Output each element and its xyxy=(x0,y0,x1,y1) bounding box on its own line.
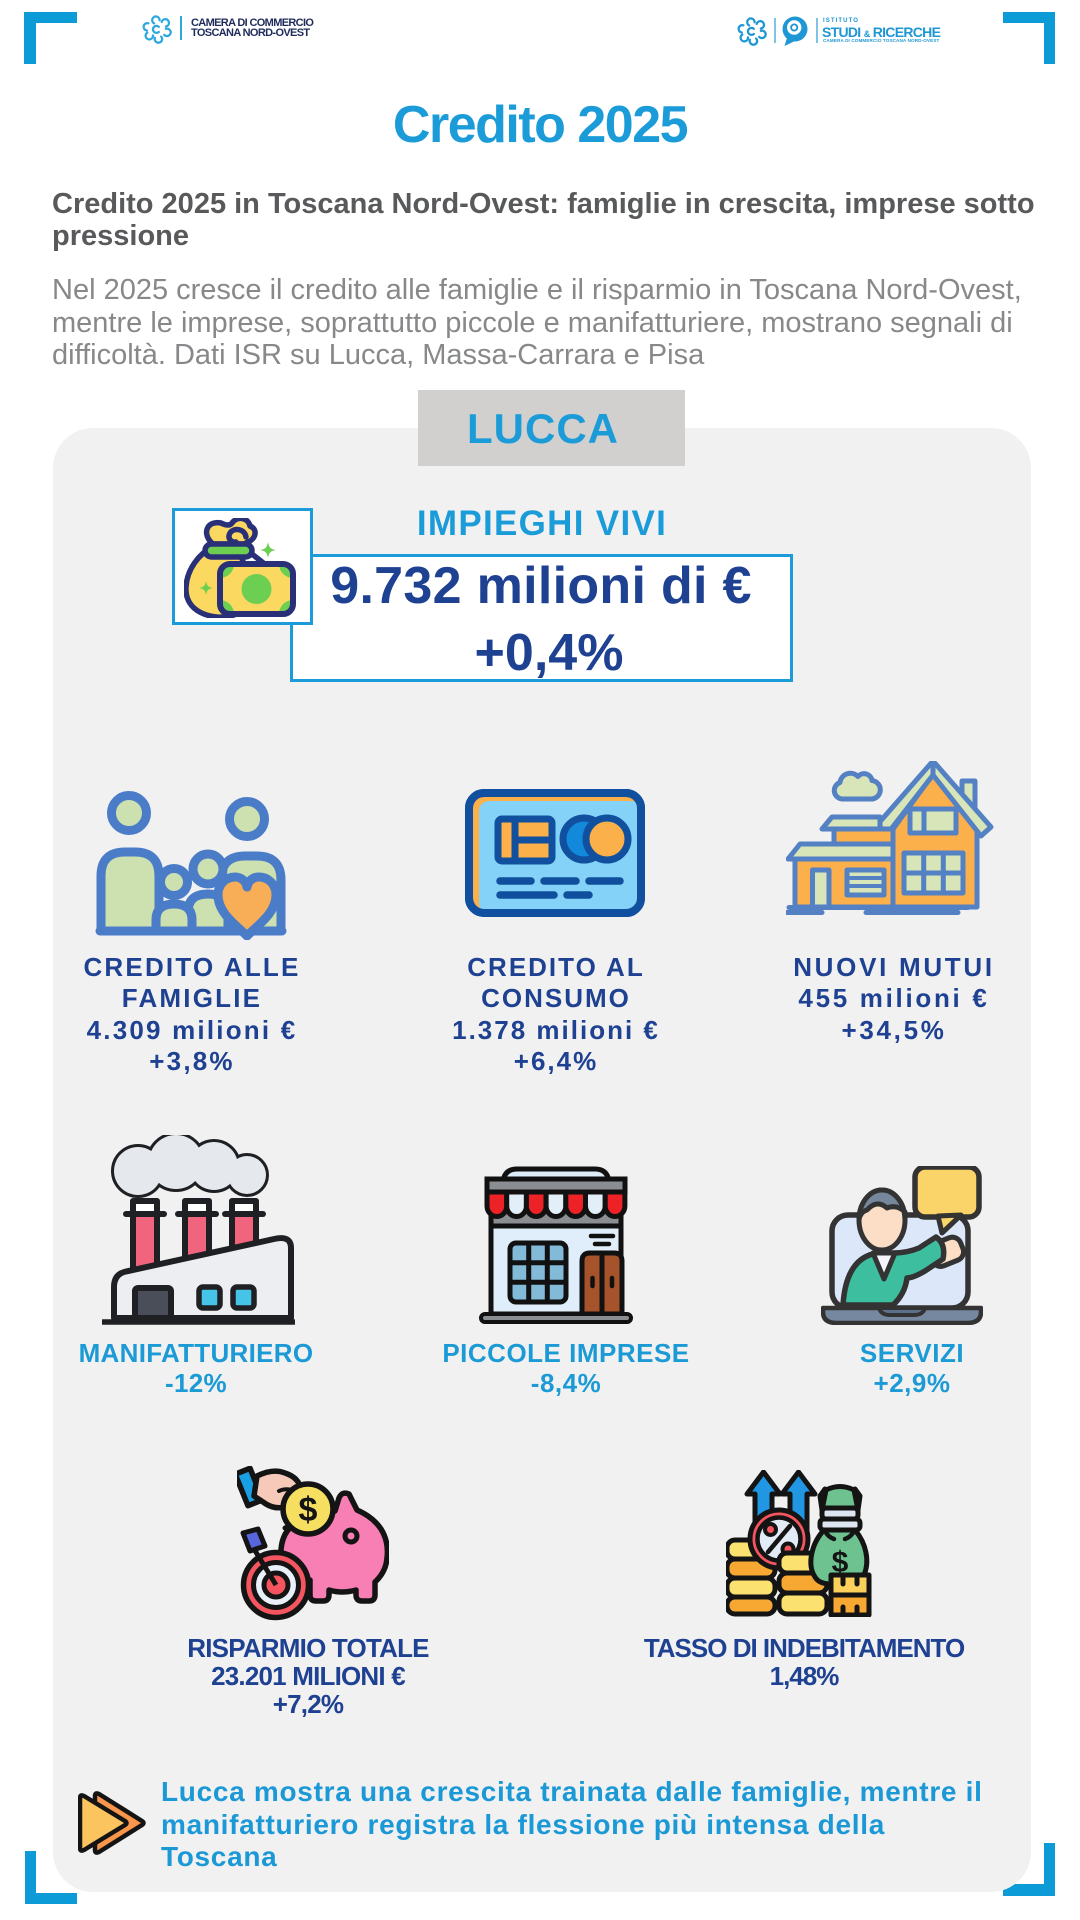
svg-text:$: $ xyxy=(832,1546,849,1579)
svg-text:$: $ xyxy=(299,1491,318,1529)
